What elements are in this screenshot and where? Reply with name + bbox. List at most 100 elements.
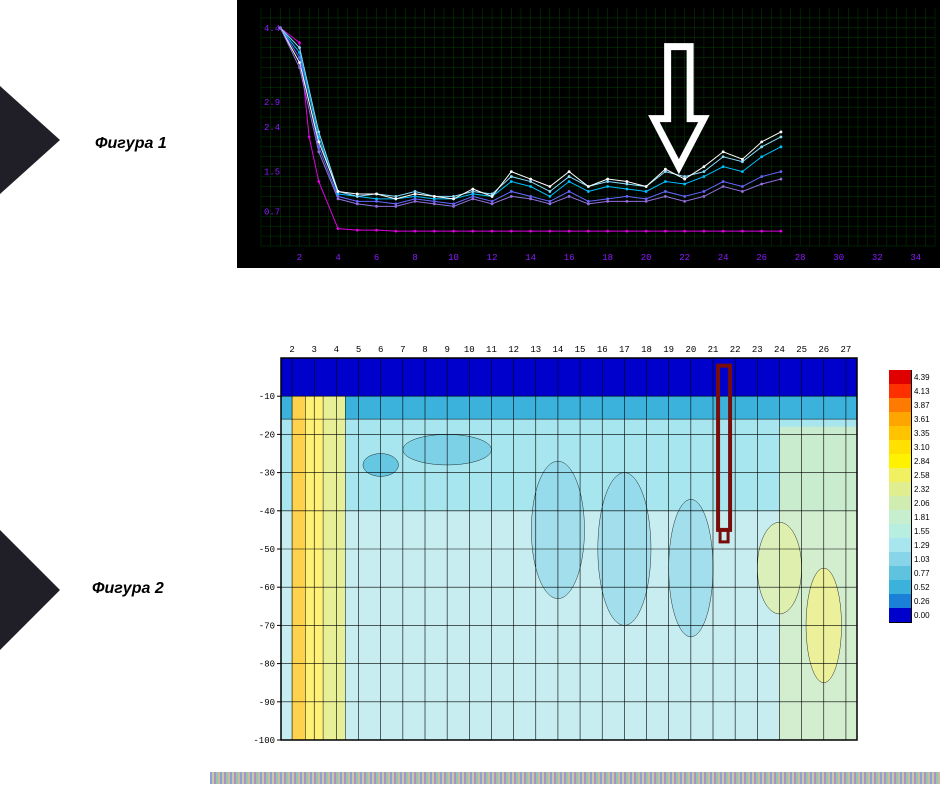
svg-text:4.4: 4.4	[264, 24, 280, 34]
svg-text:26: 26	[818, 345, 829, 355]
figure-2-legend: 4.39 4.13 3.87 3.61 3.35 3.10 2.84 2.58 2.32 2.06…	[889, 370, 937, 622]
legend-swatch	[889, 454, 912, 469]
figure-1-svg: 2468101214161820222426283032340.71.52.42…	[239, 2, 939, 266]
legend-swatch	[889, 566, 912, 581]
legend-value: 2.84	[912, 457, 930, 466]
svg-text:-40: -40	[259, 507, 275, 517]
legend-value: 1.81	[912, 513, 930, 522]
legend-swatch	[889, 580, 912, 595]
svg-text:-90: -90	[259, 698, 275, 708]
legend-swatch	[889, 384, 912, 399]
svg-text:24: 24	[774, 345, 785, 355]
legend-row: 4.13	[889, 384, 937, 398]
svg-text:6: 6	[374, 253, 379, 263]
legend-swatch	[889, 398, 912, 413]
legend-row: 0.26	[889, 594, 937, 608]
svg-text:6: 6	[378, 345, 383, 355]
legend-value: 1.55	[912, 527, 930, 536]
legend-value: 2.32	[912, 485, 930, 494]
legend-value: 3.87	[912, 401, 930, 410]
legend-row: 0.52	[889, 580, 937, 594]
legend-row: 3.10	[889, 440, 937, 454]
svg-text:22: 22	[730, 345, 741, 355]
legend-row: 1.81	[889, 510, 937, 524]
legend-swatch	[889, 468, 912, 483]
legend-value: 1.03	[912, 555, 930, 564]
legend-swatch	[889, 594, 912, 609]
svg-text:-100: -100	[253, 736, 275, 746]
svg-text:10: 10	[448, 253, 459, 263]
legend-swatch	[889, 370, 912, 385]
svg-text:17: 17	[619, 345, 630, 355]
svg-text:-30: -30	[259, 469, 275, 479]
svg-text:2: 2	[289, 345, 294, 355]
figure-1-chart: 2468101214161820222426283032340.71.52.42…	[237, 0, 940, 268]
legend-value: 0.00	[912, 611, 930, 620]
legend-row: 1.55	[889, 524, 937, 538]
svg-text:16: 16	[597, 345, 608, 355]
svg-text:-10: -10	[259, 392, 275, 402]
svg-text:2.9: 2.9	[264, 98, 280, 108]
svg-text:30: 30	[833, 253, 844, 263]
svg-text:25: 25	[796, 345, 807, 355]
svg-text:34: 34	[910, 253, 921, 263]
legend-swatch	[889, 426, 912, 441]
legend-row: 2.06	[889, 496, 937, 510]
svg-text:10: 10	[464, 345, 475, 355]
svg-text:23: 23	[752, 345, 763, 355]
svg-text:12: 12	[508, 345, 519, 355]
legend-swatch	[889, 510, 912, 525]
legend-value: 2.58	[912, 471, 930, 480]
legend-row: 4.39	[889, 370, 937, 384]
legend-value: 3.35	[912, 429, 930, 438]
legend-value: 4.39	[912, 373, 930, 382]
svg-text:22: 22	[679, 253, 690, 263]
svg-text:26: 26	[756, 253, 767, 263]
svg-text:-50: -50	[259, 545, 275, 555]
legend-value: 4.13	[912, 387, 930, 396]
legend-swatch	[889, 440, 912, 455]
svg-text:18: 18	[602, 253, 613, 263]
svg-text:16: 16	[564, 253, 575, 263]
legend-value: 3.61	[912, 415, 930, 424]
svg-text:18: 18	[641, 345, 652, 355]
legend-row: 1.03	[889, 552, 937, 566]
legend-swatch	[889, 524, 912, 539]
svg-text:27: 27	[841, 345, 852, 355]
svg-text:32: 32	[872, 253, 883, 263]
svg-text:15: 15	[575, 345, 586, 355]
legend-value: 0.52	[912, 583, 930, 592]
svg-text:-20: -20	[259, 430, 275, 440]
svg-text:1.5: 1.5	[264, 168, 280, 178]
figure-1-label: Фигура 1	[95, 135, 167, 153]
svg-text:13: 13	[530, 345, 541, 355]
legend-row: 0.77	[889, 566, 937, 580]
legend-row: 2.84	[889, 454, 937, 468]
chevron-decoration-2	[0, 490, 60, 690]
svg-text:4: 4	[335, 253, 340, 263]
svg-text:21: 21	[708, 345, 719, 355]
legend-row: 2.32	[889, 482, 937, 496]
legend-swatch	[889, 538, 912, 553]
svg-text:20: 20	[641, 253, 652, 263]
svg-text:8: 8	[422, 345, 427, 355]
legend-swatch	[889, 608, 912, 623]
svg-text:3: 3	[312, 345, 317, 355]
svg-text:11: 11	[486, 345, 497, 355]
legend-row: 3.61	[889, 412, 937, 426]
svg-text:12: 12	[487, 253, 498, 263]
svg-text:14: 14	[525, 253, 536, 263]
svg-text:19: 19	[663, 345, 674, 355]
svg-text:9: 9	[444, 345, 449, 355]
svg-text:4: 4	[334, 345, 339, 355]
svg-text:28: 28	[795, 253, 806, 263]
chevron-decoration-1	[0, 50, 60, 230]
svg-text:14: 14	[553, 345, 564, 355]
legend-row: 2.58	[889, 468, 937, 482]
legend-swatch	[889, 552, 912, 567]
legend-value: 0.77	[912, 569, 930, 578]
svg-text:-60: -60	[259, 583, 275, 593]
svg-text:24: 24	[718, 253, 729, 263]
svg-text:8: 8	[412, 253, 417, 263]
svg-text:2.4: 2.4	[264, 123, 280, 133]
